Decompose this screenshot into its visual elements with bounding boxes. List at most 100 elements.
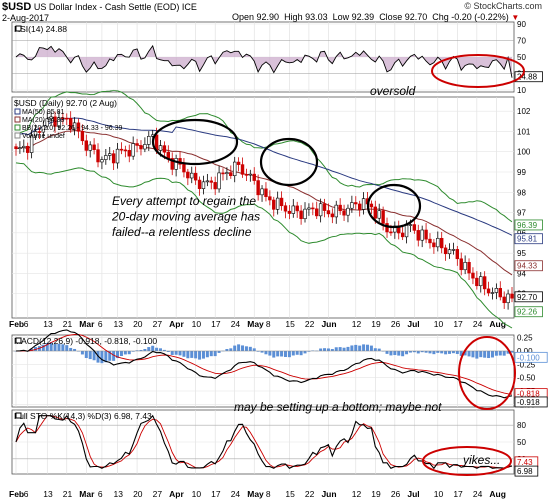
macd-y-tick-1: 0.00 [517, 347, 533, 356]
macd-histogram-bar-100 [405, 351, 409, 355]
price-bar-body-60 [248, 173, 253, 176]
macd-histogram-bar-65 [268, 351, 272, 356]
macd-histogram-bar-43 [182, 351, 186, 357]
x-axis-top-label-16: 22 [305, 319, 315, 329]
x-axis-bottom-label-18: 12 [352, 489, 362, 499]
rsi-y-tick-4: 10 [517, 86, 526, 95]
macd-histogram-bar-108 [436, 351, 440, 353]
macd-histogram-bar-7 [41, 344, 45, 351]
macd-circle [458, 336, 516, 410]
price-bar-body-63 [260, 188, 264, 196]
price-bar-body-10 [53, 116, 57, 127]
macd-histogram-bar-84 [342, 347, 346, 351]
macd-histogram-bar-88 [358, 345, 362, 351]
price-bar-body-19 [88, 144, 92, 151]
x-axis-top-label-0: Feb [9, 319, 24, 329]
macd-y-tick-0: 0.25 [517, 334, 533, 343]
x-axis-top-label-15: 15 [285, 319, 295, 329]
price-bar-body-49 [205, 180, 210, 183]
price-bar-body-58 [240, 164, 245, 175]
change-value: Chg -0.20 (-0.22%) [432, 12, 509, 22]
macd-histogram-bar-63 [260, 351, 264, 353]
macd-histogram-bar-118 [475, 351, 479, 359]
macd-histogram-bar-21 [96, 351, 100, 363]
x-axis-bottom-label-9: Apr [169, 489, 184, 499]
price-bar-body-12 [61, 117, 65, 120]
price-bar-body-30 [131, 143, 135, 157]
x-axis-bottom-label-1: 6 [24, 489, 29, 499]
macd-histogram-bar-42 [178, 351, 182, 356]
price-bar-body-67 [275, 197, 280, 210]
x-axis-top-label-12: 24 [231, 319, 241, 329]
macd-histogram-bar-67 [276, 351, 280, 357]
macd-histogram-bar-44 [186, 351, 190, 359]
price-legend-0: $USD (Daily) 92.70 (2 Aug) [14, 98, 117, 108]
price-bar-body-6 [37, 131, 42, 133]
macd-histogram-bar-93 [377, 348, 381, 351]
price-bar-body-13 [65, 117, 69, 120]
price-bar-body-21 [96, 149, 100, 163]
price-bar-body-89 [361, 198, 366, 210]
price-bar-body-87 [354, 202, 358, 205]
sto-value-tag-0: 7.43 [517, 458, 533, 467]
price-bar-body-5 [33, 131, 38, 137]
price-bar-body-125 [502, 296, 506, 304]
legend-swatch-4 [14, 132, 21, 139]
price-bar-body-106 [428, 238, 432, 244]
macd-histogram-bar-101 [408, 351, 412, 353]
macd-histogram-bar-18 [84, 351, 88, 359]
price-bar-body-78 [318, 203, 323, 217]
price-bar-body-100 [404, 225, 409, 238]
sto-annotation: yikes... [462, 453, 500, 467]
macd-histogram-bar-52 [217, 351, 221, 353]
price-bar-body-29 [127, 150, 131, 157]
sto-y-tick-1: 50 [517, 438, 526, 447]
macd-histogram-bar-33 [143, 349, 147, 351]
macd-histogram-bar-109 [440, 351, 444, 354]
price-bar-body-46 [193, 172, 198, 181]
price-bar-body-91 [369, 203, 374, 208]
instrument-name: US Dollar Index - Cash Settle (EOD) [33, 2, 180, 12]
sto-value-tag-1: 6.98 [517, 467, 533, 476]
x-axis-bottom-label-11: 17 [211, 489, 221, 499]
price-y-tick-0: 102 [517, 107, 531, 116]
price-bar-body-1 [18, 147, 22, 149]
x-axis-top-label-3: 21 [63, 319, 73, 329]
x-axis-bottom-label-3: 21 [63, 489, 73, 499]
macd-histogram-bar-107 [432, 351, 436, 355]
macd-histogram-bar-74 [303, 351, 307, 354]
macd-histogram-bar-12 [61, 344, 65, 351]
macd-histogram-bar-29 [127, 351, 131, 355]
macd-histogram-bar-28 [123, 351, 127, 355]
legend-swatch-2 [14, 116, 21, 123]
price-bar-body-24 [108, 153, 112, 156]
macd-histogram-bar-99 [401, 351, 405, 357]
price-bar-body-20 [92, 144, 96, 150]
price-bar-body-126 [506, 293, 510, 304]
x-axis-top-label-17: Jun [321, 319, 336, 329]
price-bar-body-8 [45, 118, 49, 127]
price-bar-body-94 [381, 210, 385, 224]
x-axis-top-label-14: 8 [266, 319, 271, 329]
price-bar-body-66 [272, 199, 276, 210]
macd-histogram-bar-80 [326, 348, 330, 351]
price-bar-body-48 [201, 181, 206, 189]
macd-histogram-bar-51 [213, 351, 217, 357]
x-axis-bottom-label-24: 24 [473, 489, 483, 499]
price-bar-body-16 [76, 122, 81, 132]
legend-swatch-1 [14, 108, 21, 115]
price-y-tick-2: 100 [517, 148, 531, 157]
macd-histogram-bar-71 [291, 351, 295, 356]
watermark: © StockCharts.com [464, 1, 542, 11]
x-axis-bottom-label-10: 10 [192, 489, 202, 499]
macd-histogram-bar-97 [393, 351, 397, 356]
rsi-y-tick-1: 70 [517, 37, 526, 46]
x-axis-bottom-label-5: 6 [98, 489, 103, 499]
x-axis-bottom-label-25: Aug [489, 489, 506, 499]
macd-histogram-bar-106 [428, 351, 432, 354]
macd-histogram-bar-121 [487, 351, 491, 359]
macd-histogram-bar-20 [92, 351, 96, 361]
macd-histogram-bar-123 [494, 351, 498, 356]
macd-histogram-bar-47 [198, 351, 202, 360]
macd-histogram-bar-22 [100, 351, 104, 364]
